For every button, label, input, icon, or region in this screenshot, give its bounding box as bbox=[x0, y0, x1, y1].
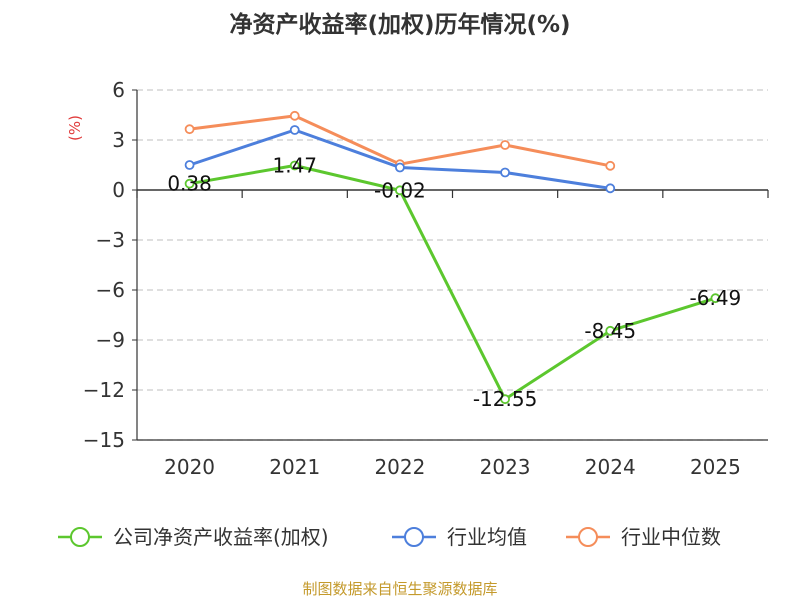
y-axis-label: (%) bbox=[66, 115, 84, 141]
data-label: -12.55 bbox=[473, 387, 537, 411]
y-tick-label: −15 bbox=[83, 428, 125, 452]
x-tick-label: 2022 bbox=[374, 455, 425, 479]
legend[interactable]: 公司净资产收益率(加权) 行业均值 行业中位数 bbox=[58, 525, 721, 549]
legend-item[interactable]: 公司净资产收益率(加权) bbox=[58, 525, 329, 549]
series bbox=[184, 110, 721, 405]
y-tick-label: 3 bbox=[112, 128, 125, 152]
data-point bbox=[184, 124, 195, 135]
data-point bbox=[395, 185, 405, 196]
x-tick-label: 2020 bbox=[164, 455, 215, 479]
legend-marker bbox=[70, 527, 90, 547]
legend-item[interactable]: 行业中位数 bbox=[566, 525, 721, 549]
data-point bbox=[184, 160, 195, 170]
source-note: 制图数据来自恒生聚源数据库 bbox=[302, 580, 497, 598]
legend-marker bbox=[578, 527, 598, 547]
chart-title: 净资产收益率(加权)历年情况(%) bbox=[229, 11, 570, 38]
series-line-0 bbox=[189, 164, 716, 401]
x-tick-label: 2024 bbox=[585, 455, 636, 479]
data-point bbox=[289, 110, 300, 121]
y-tick-label: −6 bbox=[96, 278, 125, 302]
legend-marker bbox=[404, 527, 424, 547]
data-label: -8.45 bbox=[584, 319, 636, 343]
legend-label: 公司净资产收益率(加权) bbox=[113, 525, 329, 549]
data-point bbox=[500, 140, 510, 150]
data-point bbox=[605, 325, 616, 336]
legend-label: 行业中位数 bbox=[621, 525, 721, 549]
y-tick-label: 6 bbox=[112, 78, 125, 102]
y-tick-label: −12 bbox=[83, 378, 125, 402]
axes: 6 3 0 −3 −6 −9 −12 −15 2020 2021 2022 2023 2024 2025 bbox=[83, 78, 769, 479]
x-tick-label: 2021 bbox=[269, 455, 320, 479]
series-line-2 bbox=[189, 114, 611, 168]
data-label: -0.02 bbox=[374, 178, 426, 202]
data-point bbox=[500, 167, 510, 178]
data-point bbox=[184, 178, 195, 189]
data-labels: 0.38 1.47 -0.02 -12.55 -8.45 -6.49 bbox=[167, 154, 741, 412]
data-point bbox=[289, 125, 300, 135]
data-point bbox=[395, 162, 405, 173]
x-tick-label: 2023 bbox=[480, 455, 531, 479]
y-tick-label: −3 bbox=[96, 228, 125, 252]
data-point bbox=[605, 160, 616, 171]
y-tick-label: 0 bbox=[112, 178, 125, 202]
legend-label: 行业均值 bbox=[447, 525, 527, 549]
x-tick-label: 2025 bbox=[690, 455, 741, 479]
data-label: 0.38 bbox=[167, 172, 212, 196]
data-label: 1.47 bbox=[272, 154, 317, 178]
data-point bbox=[500, 394, 510, 405]
data-point bbox=[289, 160, 300, 171]
data-point bbox=[605, 183, 616, 194]
data-point bbox=[710, 293, 721, 304]
grid bbox=[137, 89, 768, 441]
y-tick-label: −9 bbox=[96, 328, 125, 352]
data-label: -6.49 bbox=[690, 286, 742, 310]
legend-item[interactable]: 行业均值 bbox=[392, 525, 527, 549]
